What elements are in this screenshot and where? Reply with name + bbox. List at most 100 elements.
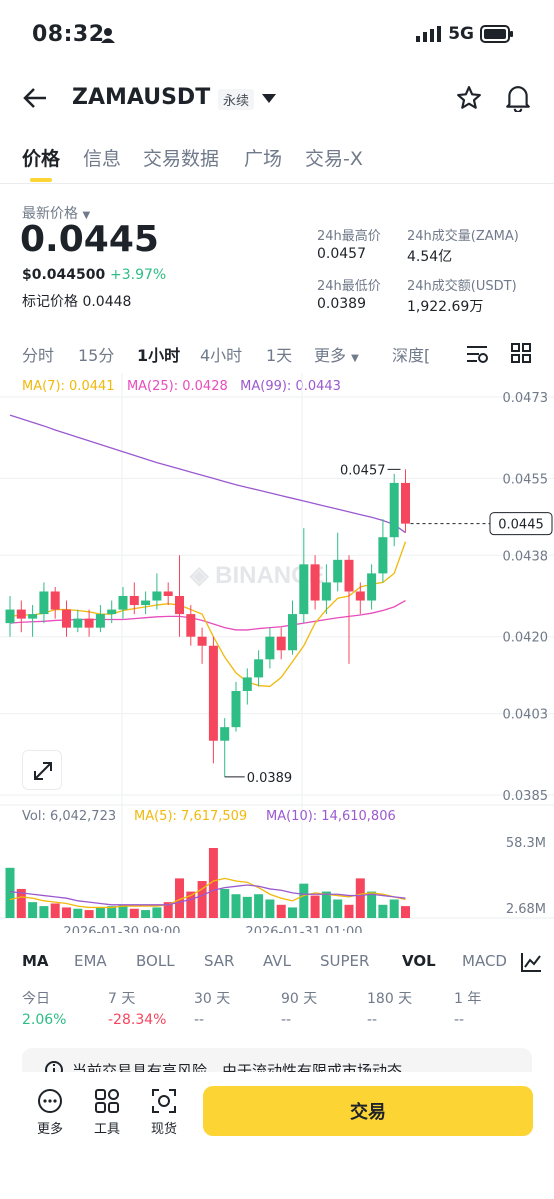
price-summary: 最新价格 ▼ 0.0445 $0.044500 +3.97% 标记价格 0.04… (0, 195, 554, 325)
tab-square[interactable]: 广场 (244, 148, 283, 170)
indicator-macd[interactable]: MACD (462, 952, 507, 970)
candle (39, 591, 49, 615)
interval-more[interactable]: 更多 ▼ (314, 346, 359, 365)
candle (73, 618, 83, 628)
tab-trade-x[interactable]: 交易-X (305, 148, 363, 170)
price-tick-label: 0.0455 (503, 472, 549, 487)
candle (355, 591, 365, 601)
perf-label: 7 天 (108, 991, 136, 1007)
perf-label: 1 年 (454, 991, 482, 1007)
volume-bar (344, 904, 354, 918)
person-icon (101, 28, 115, 43)
candle (333, 559, 343, 583)
vol-tick-label: 2.68M (506, 902, 546, 917)
candle (163, 591, 173, 596)
indicator-avl[interactable]: AVL (263, 952, 291, 970)
volume-bar (141, 910, 151, 918)
turnover-value: 1,922.69万 (407, 299, 484, 315)
mark-price-label: 标记价格 (22, 294, 78, 310)
ma7-legend: MA(7): 0.0441 (22, 379, 115, 394)
usd-price: $0.044500 (22, 267, 106, 283)
tab-trading-data[interactable]: 交易数据 (143, 148, 220, 170)
indicator-boll[interactable]: BOLL (136, 952, 175, 970)
candle (186, 614, 196, 637)
last-price-tag-text: 0.0445 (498, 518, 544, 533)
candle (288, 614, 297, 651)
candlestick-chart[interactable]: ◈ BINANCE0.04730.04550.04380.04200.04030… (0, 373, 554, 933)
indicator-chart-icon[interactable] (520, 951, 542, 973)
candle (208, 645, 218, 741)
perf-value: -- (367, 1012, 378, 1028)
perf-value: -- (454, 1012, 465, 1028)
volume-bar (5, 867, 15, 918)
header: ZAMAUSDT 永续 (0, 75, 554, 123)
spot-button[interactable]: 现货 (142, 1088, 186, 1137)
bottom-bar: 更多 工具 现货 交易 (0, 1072, 554, 1199)
turnover-label: 24h成交额(USDT) (407, 279, 517, 294)
bell-icon[interactable] (505, 84, 531, 112)
favorite-star-icon[interactable] (456, 85, 482, 111)
layout-grid-icon[interactable] (511, 343, 531, 363)
candle (107, 609, 117, 615)
perf-label: 今日 (22, 991, 50, 1007)
back-arrow-icon[interactable] (22, 85, 48, 111)
price-tick-label: 0.0403 (503, 708, 549, 723)
caret-down-icon: ▼ (351, 353, 359, 364)
perf-label: 30 天 (194, 991, 231, 1007)
more-button[interactable]: 更多 (28, 1088, 72, 1137)
candle (84, 618, 94, 628)
tools-button[interactable]: 工具 (85, 1088, 129, 1137)
volume-bar (220, 888, 230, 918)
volume-bar (118, 904, 128, 918)
symbol-title[interactable]: ZAMAUSDT (72, 85, 211, 110)
network-type: 5G (448, 24, 474, 44)
volume-bar (163, 902, 173, 918)
tab-price[interactable]: 价格 (22, 148, 61, 170)
max-price-label: 0.0457 (340, 463, 386, 478)
vol-legend: Vol: 6,042,723 (22, 809, 116, 824)
vol-ma10-legend: MA(10): 14,610,806 (266, 809, 396, 824)
interval-1h[interactable]: 1小时 (137, 346, 181, 365)
volume-bar (276, 904, 286, 918)
ma-legend: MA(7): 0.0441 MA(25): 0.0428 MA(99): 0.0… (22, 379, 341, 394)
indicator-vol[interactable]: VOL (402, 952, 436, 970)
volume-bar (152, 907, 162, 918)
candle (265, 636, 275, 660)
candle (242, 677, 252, 691)
contract-type-badge: 永续 (218, 89, 255, 110)
perf-value: -28.34% (108, 1012, 167, 1028)
fullscreen-button[interactable] (22, 750, 62, 790)
candle (28, 614, 38, 619)
candle (367, 573, 377, 601)
volume-bar (378, 904, 388, 918)
interval-15m[interactable]: 15分 (78, 346, 115, 365)
symbol-dropdown-icon[interactable] (262, 94, 276, 104)
spot-icon (152, 1089, 176, 1113)
vol-ma10-line (9, 884, 406, 906)
candle (141, 600, 151, 606)
chart-settings-icon[interactable] (466, 344, 488, 364)
indicator-super[interactable]: SUPER (320, 952, 370, 970)
interval-line[interactable]: 分时 (22, 346, 55, 365)
trade-button[interactable]: 交易 (203, 1086, 533, 1136)
interval-4h[interactable]: 4小时 (200, 346, 243, 365)
latest-price-label[interactable]: 最新价格 ▼ (22, 206, 91, 222)
price-tick-label: 0.0420 (503, 631, 549, 646)
tab-info[interactable]: 信息 (83, 148, 122, 170)
price-change: +3.97% (110, 267, 167, 283)
indicator-ema[interactable]: EMA (74, 952, 107, 970)
candle (276, 636, 286, 651)
indicator-sar[interactable]: SAR (204, 952, 235, 970)
ma99-line (9, 414, 406, 534)
interval-1d[interactable]: 1天 (266, 346, 293, 365)
interval-depth[interactable]: 深度[ (392, 346, 431, 365)
volume-bar (389, 899, 399, 918)
volume-label: 24h成交量(ZAMA) (407, 229, 519, 244)
candle (197, 636, 207, 646)
ma99-legend: MA(99): 0.0443 (240, 379, 341, 394)
status-bar: 08:32 5G (0, 0, 554, 70)
volume-bar (16, 888, 26, 918)
indicator-ma[interactable]: MA (22, 952, 49, 970)
candle (389, 482, 399, 538)
volume-bar (231, 894, 241, 918)
